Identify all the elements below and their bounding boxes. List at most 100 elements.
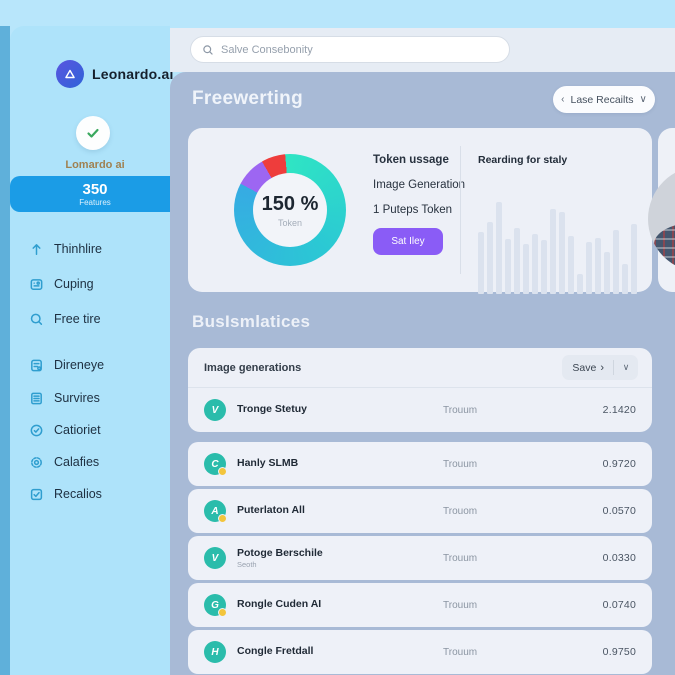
sidebar-item-free-tire[interactable]: Free tire bbox=[10, 306, 170, 332]
table-row[interactable]: A Puterlaton All Trouom 0.0570 bbox=[188, 489, 652, 533]
page-title: Freewerting bbox=[192, 88, 303, 109]
donut-label: Token bbox=[277, 217, 303, 228]
sidebar-item-catioriet[interactable]: Catioriet bbox=[10, 417, 170, 443]
table-row-card: H Congle Fretdall Trouum 0.9750 bbox=[188, 630, 652, 674]
filter-label: Lase Recailts bbox=[570, 93, 634, 106]
row-value: 0.0330 bbox=[602, 552, 636, 564]
token-usage-card: 150 % Token Token ussage Image Generatio… bbox=[188, 128, 652, 294]
sidebar-item-recalios[interactable]: Recalios bbox=[10, 481, 170, 507]
features-count-value: 350 bbox=[82, 180, 108, 198]
usage-line: 1 Puteps Token bbox=[373, 204, 453, 216]
table-row[interactable]: H Congle Fretdall Trouum 0.9750 bbox=[188, 630, 652, 674]
row-name: Puterlaton All bbox=[237, 504, 305, 517]
arrow-up-icon bbox=[28, 241, 44, 257]
table-row[interactable]: C Hanly SLMB Trouum 0.9720 bbox=[188, 442, 652, 486]
table-header: Image generations Save › ∨ bbox=[188, 348, 652, 388]
generation-source-icon: H bbox=[204, 641, 226, 663]
sidebar-item-direneye[interactable]: Direneye bbox=[10, 352, 170, 378]
table-row-card: V Potoge Berschile Seoth Trouum 0.0330 bbox=[188, 536, 652, 580]
save-label: Save bbox=[572, 361, 597, 374]
save-dropdown-button[interactable]: Save › ∨ bbox=[562, 355, 638, 380]
row-value: 0.0740 bbox=[602, 599, 636, 611]
reading-chart-panel: Rearding for staly bbox=[478, 154, 638, 294]
sidebar-item-label: Catioriet bbox=[54, 423, 101, 437]
reading-chart-title: Rearding for staly bbox=[478, 154, 568, 166]
search-field[interactable] bbox=[221, 43, 498, 56]
row-name: Potoge Berschile bbox=[237, 546, 323, 559]
row-name: Rongle Cuden AI bbox=[237, 598, 322, 611]
table-row[interactable]: V Tronge Stetuy Trouum 2.1420 bbox=[188, 388, 652, 432]
row-value: 0.9720 bbox=[602, 458, 636, 470]
sidebar-item-label: Calafies bbox=[54, 455, 100, 469]
app-title: Leonardo.ai bbox=[92, 66, 174, 82]
pill-divider bbox=[613, 360, 614, 375]
token-usage-donut: 150 % Token bbox=[234, 154, 346, 266]
set-key-button[interactable]: Sat Iley bbox=[373, 228, 443, 255]
sidebar-item-cuping[interactable]: Cuping bbox=[10, 271, 170, 297]
sidebar-item-thinhlire[interactable]: Thinhlire bbox=[10, 236, 170, 262]
generation-source-icon: V bbox=[204, 547, 226, 569]
leonardo-logo-icon bbox=[56, 60, 84, 88]
features-count-button[interactable]: 350 Features bbox=[10, 176, 180, 212]
app-logo[interactable]: Leonardo.ai bbox=[56, 60, 174, 88]
gear-icon bbox=[28, 454, 44, 470]
generations-table-card: Image generations Save › ∨ V Tronge Stet… bbox=[188, 348, 652, 432]
row-middle: Trouum bbox=[443, 458, 478, 470]
profile-name: Lomardo ai bbox=[65, 159, 125, 171]
generation-source-icon: G bbox=[204, 594, 227, 617]
avatar-shirt bbox=[654, 223, 675, 272]
row-middle: Trouom bbox=[443, 505, 478, 517]
list-icon bbox=[28, 390, 44, 406]
topbar bbox=[170, 28, 675, 72]
row-value: 2.1420 bbox=[602, 404, 636, 416]
sidebar-item-calafies[interactable]: Calafies bbox=[10, 449, 170, 475]
sidebar-item-label: Thinhlire bbox=[54, 242, 102, 256]
donut-center: 150 % Token bbox=[253, 173, 327, 247]
row-value: 0.0570 bbox=[602, 505, 636, 517]
table-row-card: G Rongle Cuden AI Trouum 0.0740 bbox=[188, 583, 652, 627]
row-middle: Trouum bbox=[443, 646, 478, 658]
row-middle: Trouum bbox=[443, 404, 478, 416]
table-row-card: C Hanly SLMB Trouum 0.9720 bbox=[188, 442, 652, 486]
generation-source-icon: V bbox=[204, 399, 226, 421]
card-divider bbox=[460, 146, 461, 274]
generation-source-icon: A bbox=[204, 500, 227, 523]
row-middle: Trouum bbox=[443, 552, 478, 564]
table-row[interactable]: G Rongle Cuden AI Trouum 0.0740 bbox=[188, 583, 652, 627]
table-row[interactable]: V Potoge Berschile Seoth Trouum 0.0330 bbox=[188, 536, 652, 580]
last-results-dropdown[interactable]: ‹ Lase Recailts ∨ bbox=[553, 86, 655, 113]
row-value: 0.9750 bbox=[602, 646, 636, 658]
sidebar-item-label: Recalios bbox=[54, 487, 102, 501]
table-row-card: A Puterlaton All Trouom 0.0570 bbox=[188, 489, 652, 533]
sidebar-item-label: Cuping bbox=[54, 277, 94, 291]
sidebar-item-label: Direneye bbox=[54, 358, 105, 372]
usage-details: Token ussage Image Generation 1 Puteps T… bbox=[373, 154, 466, 229]
usage-line: Image Generation bbox=[373, 179, 466, 191]
checkbox-icon bbox=[28, 486, 44, 502]
search-input[interactable] bbox=[190, 36, 510, 63]
left-accent-strip bbox=[0, 26, 10, 675]
row-name: Congle Fretdall bbox=[237, 645, 314, 658]
search-icon bbox=[203, 44, 213, 55]
sidebar-item-survires[interactable]: Survires bbox=[10, 385, 170, 411]
chevron-down-icon: ∨ bbox=[622, 362, 630, 372]
search-circle-icon bbox=[28, 311, 44, 327]
chevron-left-icon: ‹ bbox=[561, 94, 565, 105]
user-avatar[interactable] bbox=[648, 166, 675, 272]
generation-source-icon: C bbox=[204, 453, 227, 476]
section-title: BusIsmlatices bbox=[192, 312, 311, 331]
sidebar-item-label: Survires bbox=[54, 391, 100, 405]
clock-check-icon bbox=[28, 422, 44, 438]
row-name: Hanly SLMB bbox=[237, 457, 299, 470]
donut-value: 150 % bbox=[261, 192, 319, 215]
card-icon bbox=[28, 276, 44, 292]
document-icon bbox=[28, 357, 44, 373]
main-content: Freewerting ‹ Lase Recailts ∨ 150 % Toke… bbox=[170, 72, 675, 675]
verified-check-icon bbox=[76, 116, 110, 150]
sidebar-item-label: Free tire bbox=[54, 312, 101, 326]
table-title: Image generations bbox=[204, 361, 302, 374]
sidebar: Leonardo.ai Lomardo ai 350 Features Thin… bbox=[10, 26, 180, 675]
features-count-label: Features bbox=[79, 198, 111, 208]
usage-bar-chart bbox=[478, 194, 638, 294]
